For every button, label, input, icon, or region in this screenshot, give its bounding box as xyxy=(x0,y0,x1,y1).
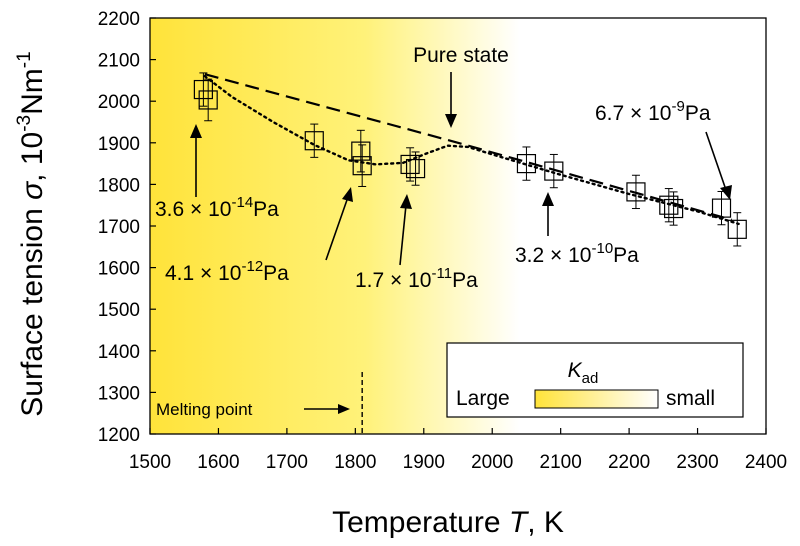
y-tick-label: 2000 xyxy=(98,92,140,113)
melting-point-label: Melting point xyxy=(156,400,253,419)
p5-arrow xyxy=(705,131,727,191)
annotation-p2: 4.1 × 10-12Pa xyxy=(165,258,289,285)
pure-state-line xyxy=(204,73,733,221)
data-point xyxy=(626,174,646,210)
y-tick-label: 1400 xyxy=(98,342,140,363)
data-points xyxy=(193,72,747,247)
y-tick-label: 1900 xyxy=(98,134,140,155)
annotation-p5: 6.7 × 10-9Pa xyxy=(595,98,711,125)
legend: Kad Large small xyxy=(446,342,744,418)
point-marker xyxy=(727,219,747,239)
data-point xyxy=(405,151,426,186)
p3-arrowhead xyxy=(400,194,412,209)
y-tick-label: 2200 xyxy=(98,9,140,30)
annotation-p3: 1.7 × 10-11Pa xyxy=(355,265,478,292)
data-point xyxy=(663,191,684,226)
x-tick-label: 1900 xyxy=(403,452,445,473)
x-tick-label: 2100 xyxy=(540,452,582,473)
y-tick-label: 1600 xyxy=(98,259,140,280)
y-tick-label: 2100 xyxy=(98,51,140,72)
p1-arrowhead xyxy=(190,124,202,138)
point-marker xyxy=(400,154,420,175)
data-point xyxy=(198,78,218,122)
point-marker xyxy=(626,182,646,202)
y-tick-label: 1300 xyxy=(98,383,140,404)
p4-arrowhead xyxy=(542,192,554,206)
p3-arrow xyxy=(399,204,407,266)
annotation-p1: 3.6 × 10-14Pa xyxy=(155,194,279,221)
point-marker xyxy=(659,195,679,215)
y-tick-label: 1800 xyxy=(98,175,140,196)
point-marker xyxy=(351,141,371,161)
x-axis: 1500 1600 1700 1800 1900 2000 2100 2200 2300 2400 xyxy=(129,428,787,473)
point-marker xyxy=(405,158,426,179)
x-tick-label: 2400 xyxy=(745,452,787,473)
x-tick-label: 2200 xyxy=(608,452,650,473)
y-axis: 1200 1300 1400 1500 1600 1700 1800 1900 2000 2100… xyxy=(98,9,156,446)
p2-arrowhead xyxy=(342,187,353,202)
x-tick-label: 2300 xyxy=(676,452,718,473)
point-marker xyxy=(198,90,218,110)
x-tick-label: 1800 xyxy=(334,452,376,473)
data-point xyxy=(659,188,679,223)
x-tick-label: 1700 xyxy=(266,452,308,473)
data-point xyxy=(544,153,564,189)
fit-lines xyxy=(203,73,740,226)
p2-arrow xyxy=(325,196,349,261)
point-marker xyxy=(711,198,732,218)
data-point xyxy=(351,129,371,173)
data-point xyxy=(193,72,213,107)
melting-point-arrowhead xyxy=(338,404,350,414)
pure-state-arrowhead xyxy=(445,114,457,128)
data-point xyxy=(727,212,747,247)
x-tick-label: 2000 xyxy=(471,452,513,473)
legend-title: Kad xyxy=(568,359,599,387)
point-marker xyxy=(516,154,537,174)
legend-left-label: Large xyxy=(456,387,510,410)
data-point xyxy=(516,146,537,181)
point-marker xyxy=(304,131,324,151)
annotation-p4: 3.2 × 10-10Pa xyxy=(515,240,639,267)
legend-right-label: small xyxy=(666,387,715,410)
p5-arrowhead xyxy=(720,185,732,200)
y-tick-label: 1700 xyxy=(98,217,140,238)
y-axis-title: Surface tension σ, 10-3Nm-1 xyxy=(14,51,49,416)
data-point xyxy=(304,123,324,158)
fit-curve xyxy=(203,74,740,226)
pure-state-label: Pure state xyxy=(413,44,509,67)
y-tick-label: 1500 xyxy=(98,300,140,321)
data-point xyxy=(400,147,420,182)
x-tick-label: 1500 xyxy=(129,452,171,473)
point-marker xyxy=(193,79,213,100)
annotations: Pure state 3.6 × 10-14Pa 4.1 × 10-12Pa 1… xyxy=(155,44,732,434)
point-marker xyxy=(663,198,684,219)
point-marker xyxy=(544,161,564,181)
x-tick-label: 1600 xyxy=(197,452,239,473)
data-point xyxy=(352,144,372,187)
legend-gradient-bar xyxy=(534,389,659,409)
x-axis-title: Temperature T, K xyxy=(332,506,564,539)
y-tick-label: 1200 xyxy=(98,425,140,446)
point-marker xyxy=(352,156,372,176)
